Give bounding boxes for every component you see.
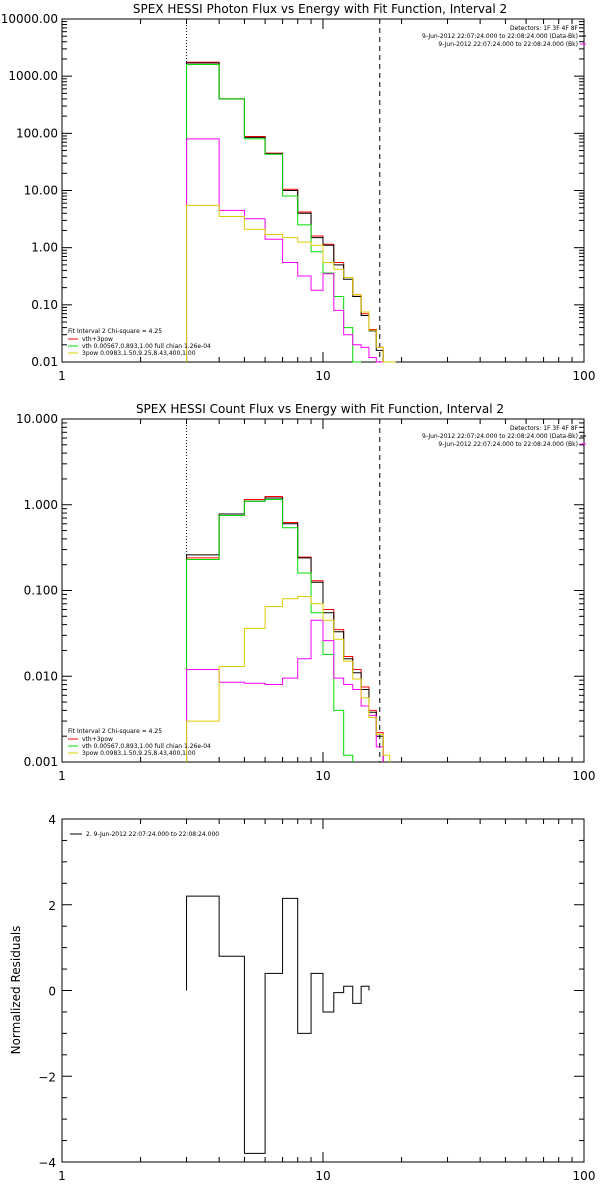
count-flux-header-line-bk: 9-Jun-2012 22:07:24.000 to 22:08:24.000 …	[438, 441, 578, 448]
photon-flux-plot-frame	[61, 18, 585, 363]
count-flux-y-tick-label: 10.000	[16, 412, 58, 426]
residuals-y-tick-label: −4	[38, 1156, 56, 1170]
count-flux-series-3	[186, 619, 384, 762]
count-flux-x-tick-label: 100	[573, 769, 596, 783]
count-flux-fit-header: Fit Interval 2 Chi-square = 4.25	[68, 728, 162, 735]
count-flux-series-2	[186, 499, 354, 762]
count-flux-series-1	[186, 497, 390, 763]
photon-flux-panel: SPEX HESSI Photon Flux vs Energy with Fi…	[1, 2, 596, 383]
photon-flux-fit-item-vth: vth 0.00567,0.893,1.00 full chian 1.26e-…	[82, 343, 211, 350]
photon-flux-series-2	[186, 64, 362, 363]
photon-flux-header-line-bk: 9-Jun-2012 22:07:24.000 to 22:08:24.000 …	[438, 41, 578, 48]
photon-flux-title: SPEX HESSI Photon Flux vs Energy with Fi…	[133, 2, 507, 16]
count-flux-title: SPEX HESSI Count Flux vs Energy with Fit…	[136, 402, 504, 416]
count-flux-panel: SPEX HESSI Count Flux vs Energy with Fit…	[16, 402, 595, 783]
count-flux-header-line-data: 9-Jun-2012 22:07:24.000 to 22:08:24.000 …	[422, 433, 578, 440]
residuals-y-axis-label: Normalized Residuals	[9, 926, 23, 1055]
count-flux-x-tick-label: 10	[315, 769, 330, 783]
residuals-x-tick-label: 10	[315, 1169, 330, 1183]
residuals-panel: Normalized Residuals 1 10 100 −4 −2 0 2 4 2. 9…	[9, 813, 595, 1183]
photon-flux-series-1	[186, 62, 390, 363]
photon-flux-y-tick-label: 10000.00	[1, 12, 58, 26]
residuals-series-0	[186, 895, 370, 1154]
count-flux-series-0	[186, 495, 390, 763]
residuals-y-tick-label: 0	[48, 985, 56, 999]
residuals-legend: 2. 9-Jun-2012 22:07:24.000 to 22:08:24.0…	[86, 831, 219, 838]
residuals-x-tick-label: 1	[58, 1169, 66, 1183]
photon-flux-fit-item-3pow: 3pow 0.0983,1.50,9.25,8.43,400,1.00	[82, 350, 196, 357]
residuals-y-tick-label: 4	[48, 813, 56, 827]
photon-flux-y-tick-label: 100.00	[16, 126, 58, 140]
count-flux-y-tick-label: 0.010	[24, 669, 58, 683]
photon-flux-series-4	[186, 204, 396, 363]
photon-flux-y-tick-label: 1.00	[31, 241, 58, 255]
residuals-y-tick-label: −2	[38, 1070, 56, 1084]
residuals-x-tick-label: 100	[573, 1169, 596, 1183]
photon-flux-y-tick-label: 10.00	[24, 184, 58, 198]
count-flux-series-4	[186, 596, 391, 762]
photon-flux-y-tick-label: 0.10	[31, 298, 58, 312]
photon-flux-y-tick-label: 1000.00	[8, 69, 58, 83]
count-flux-fit-item-total: vth+3pow	[82, 736, 113, 743]
photon-flux-y-tick-label: 0.01	[31, 355, 58, 369]
photon-flux-series-3	[186, 138, 390, 363]
count-flux-y-tick-label: 1.000	[24, 498, 58, 512]
photon-flux-header-line-data: 9-Jun-2012 22:07:24.000 to 22:08:24.000 …	[422, 33, 578, 40]
photon-flux-x-tick-label: 10	[315, 369, 330, 383]
photon-flux-x-tick-label: 1	[58, 369, 66, 383]
photon-flux-fit-header: Fit Interval 2 Chi-square = 4.25	[68, 328, 162, 335]
count-flux-y-tick-label: 0.001	[24, 755, 58, 769]
photon-flux-series-0	[186, 61, 390, 363]
photon-flux-fit-item-total: vth+3pow	[82, 336, 113, 343]
photon-flux-detectors: Detectors: 1F 3F 4F 8F	[510, 25, 579, 32]
count-flux-x-tick-label: 1	[58, 769, 66, 783]
count-flux-fit-item-vth: vth 0.00567,0.893,1.00 full chian 1.26e-…	[82, 743, 211, 750]
count-flux-y-tick-label: 0.100	[24, 584, 58, 598]
count-flux-fit-item-3pow: 3pow 0.0983,1.50,9.25,8.43,400,1.00	[82, 750, 196, 757]
photon-flux-x-tick-label: 100	[573, 369, 596, 383]
residuals-y-tick-label: 2	[48, 899, 56, 913]
count-flux-detectors: Detectors: 1F 3F 4F 8F	[510, 425, 579, 432]
